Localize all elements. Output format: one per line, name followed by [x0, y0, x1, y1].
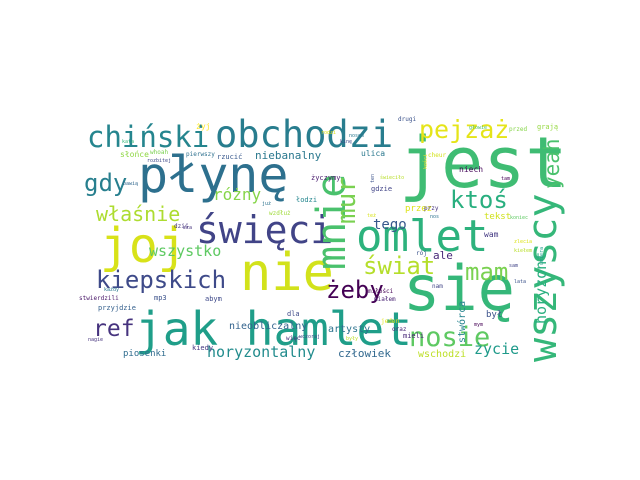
- word-nieobliczalny: nieobliczalny: [229, 321, 308, 332]
- word-kiedy: kiedy: [192, 344, 214, 352]
- word-kiepskich: kiepskich: [96, 266, 227, 294]
- word-plyne: płynę: [138, 146, 289, 204]
- word-rzucic: rzucić: [217, 153, 243, 161]
- word-lodzi: łodzi: [296, 196, 318, 204]
- word-sie: się: [403, 252, 515, 325]
- word-wschodzi: wschodzi: [418, 349, 467, 360]
- word-tam: tam: [501, 176, 511, 182]
- word-mieli: mieli: [403, 332, 425, 340]
- word-yeah: yeah: [540, 138, 564, 189]
- word-ref: ref: [93, 316, 135, 342]
- word-byl: był: [486, 310, 503, 320]
- word-whoah: whoah: [150, 149, 169, 156]
- word-zyj: żyj: [196, 122, 211, 131]
- word-jeden: jeden: [381, 318, 400, 325]
- word-mam: mam: [465, 258, 509, 286]
- word-wiec: więc: [286, 335, 301, 342]
- word-lata: lata: [514, 279, 527, 285]
- word-omlet: omlet: [356, 211, 489, 262]
- word-jo: joj: [100, 218, 187, 274]
- word-slonce: słońce: [120, 150, 149, 159]
- word-wlasnie: właśnie: [96, 202, 181, 226]
- word-kine: kinę: [340, 139, 353, 145]
- word-jest: jest: [399, 122, 568, 204]
- word-wzdluz: wzdłuż: [269, 210, 291, 217]
- word-stworca: stwórca: [457, 300, 468, 343]
- word-przed: przed: [509, 126, 528, 133]
- word-niech: niech: [459, 165, 484, 174]
- word-niebanalny: niebanalny: [255, 149, 322, 162]
- word-stwierdzili: stwierdzili: [79, 295, 119, 302]
- word-artysty: artysty: [328, 324, 371, 335]
- word-milosci: miłości: [368, 288, 394, 295]
- word-ktos: ktoś: [450, 186, 508, 214]
- word-dzis: dziś: [174, 223, 189, 230]
- word-nagie: nagie: [88, 337, 104, 343]
- word-nie: nie: [240, 243, 334, 303]
- word-obchodzi: obchodzi: [215, 113, 394, 156]
- word-ten: ten: [370, 173, 376, 183]
- word-czlowiek: człowiek: [338, 347, 391, 360]
- word-nos: nos: [430, 214, 440, 220]
- word-roj: rój: [416, 250, 427, 257]
- word-swiat: świat: [363, 252, 436, 280]
- word-wczoraj: wczoraj: [299, 334, 321, 340]
- word-rodzi: rodzi: [321, 130, 337, 136]
- word-nosem: nosem: [349, 133, 365, 139]
- word-swieci: święci: [196, 208, 334, 252]
- word-juz: już: [262, 201, 272, 207]
- word-abym: abym: [205, 295, 222, 303]
- word-piosenki: piosenki: [123, 349, 167, 359]
- word-mym: mym: [474, 322, 484, 328]
- word-swiecilo: świeciło: [380, 175, 405, 181]
- word-gdy: gdy: [84, 169, 128, 197]
- word-mur: mur: [332, 177, 362, 224]
- word-cheur: cheur: [428, 152, 447, 159]
- word-kosci: kości: [423, 153, 429, 169]
- word-zeby: żeby: [326, 276, 384, 304]
- word-przyjdzie: przyjdzie: [98, 304, 136, 312]
- word-ale: ale: [433, 249, 453, 262]
- word-przez: przez: [405, 204, 433, 214]
- word-kazdy: każdy: [104, 287, 120, 293]
- word-zycie: życie: [474, 340, 520, 358]
- word-chinski: chiński: [87, 120, 210, 154]
- word-oraz: oraz: [392, 326, 407, 333]
- word-zlecia: zlecia: [514, 239, 533, 245]
- word-rozbitej: rozbitej: [147, 158, 172, 164]
- word-nam: nam: [432, 283, 443, 290]
- word-kata: kata: [122, 139, 135, 145]
- word-umiera: umiera: [539, 246, 545, 265]
- word-tekst: tekst: [484, 212, 512, 222]
- word-drugi: drugi: [398, 116, 417, 123]
- word-mialem: miałem: [374, 296, 396, 303]
- word-kielem: kiełem: [514, 248, 533, 254]
- word-rozny: różny: [213, 185, 262, 204]
- word-bawia: bawią: [123, 181, 139, 187]
- word-dla: dla: [287, 310, 300, 318]
- word-zyczymy: życzymy: [311, 174, 341, 182]
- word-koniec: koniec: [510, 215, 529, 221]
- word-horyzontalny: horyzontalny: [207, 343, 316, 361]
- word-nosie: nosie: [409, 322, 491, 353]
- word-pierwszy: pierwszy: [186, 151, 215, 158]
- word-wam: wam: [484, 230, 499, 239]
- word-przy: przy: [424, 205, 439, 212]
- word-wszystko: wszystko: [149, 242, 222, 260]
- word-byly: były: [346, 336, 359, 342]
- word-tego: tego: [373, 217, 407, 233]
- word-zza: zza: [183, 225, 193, 231]
- word-sam: sam: [509, 263, 519, 269]
- word-glowie: głowie: [469, 125, 488, 131]
- word-tez: też: [367, 213, 377, 219]
- word-ulica: ulica: [361, 149, 386, 158]
- word-pejzaz: pejzaż: [419, 115, 510, 144]
- word-mp3: mp3: [154, 294, 167, 302]
- word-graja: grają: [537, 123, 559, 131]
- word-gdzie: gdzie: [371, 185, 393, 193]
- word-jak-hamlet: jak hamlet: [135, 302, 412, 356]
